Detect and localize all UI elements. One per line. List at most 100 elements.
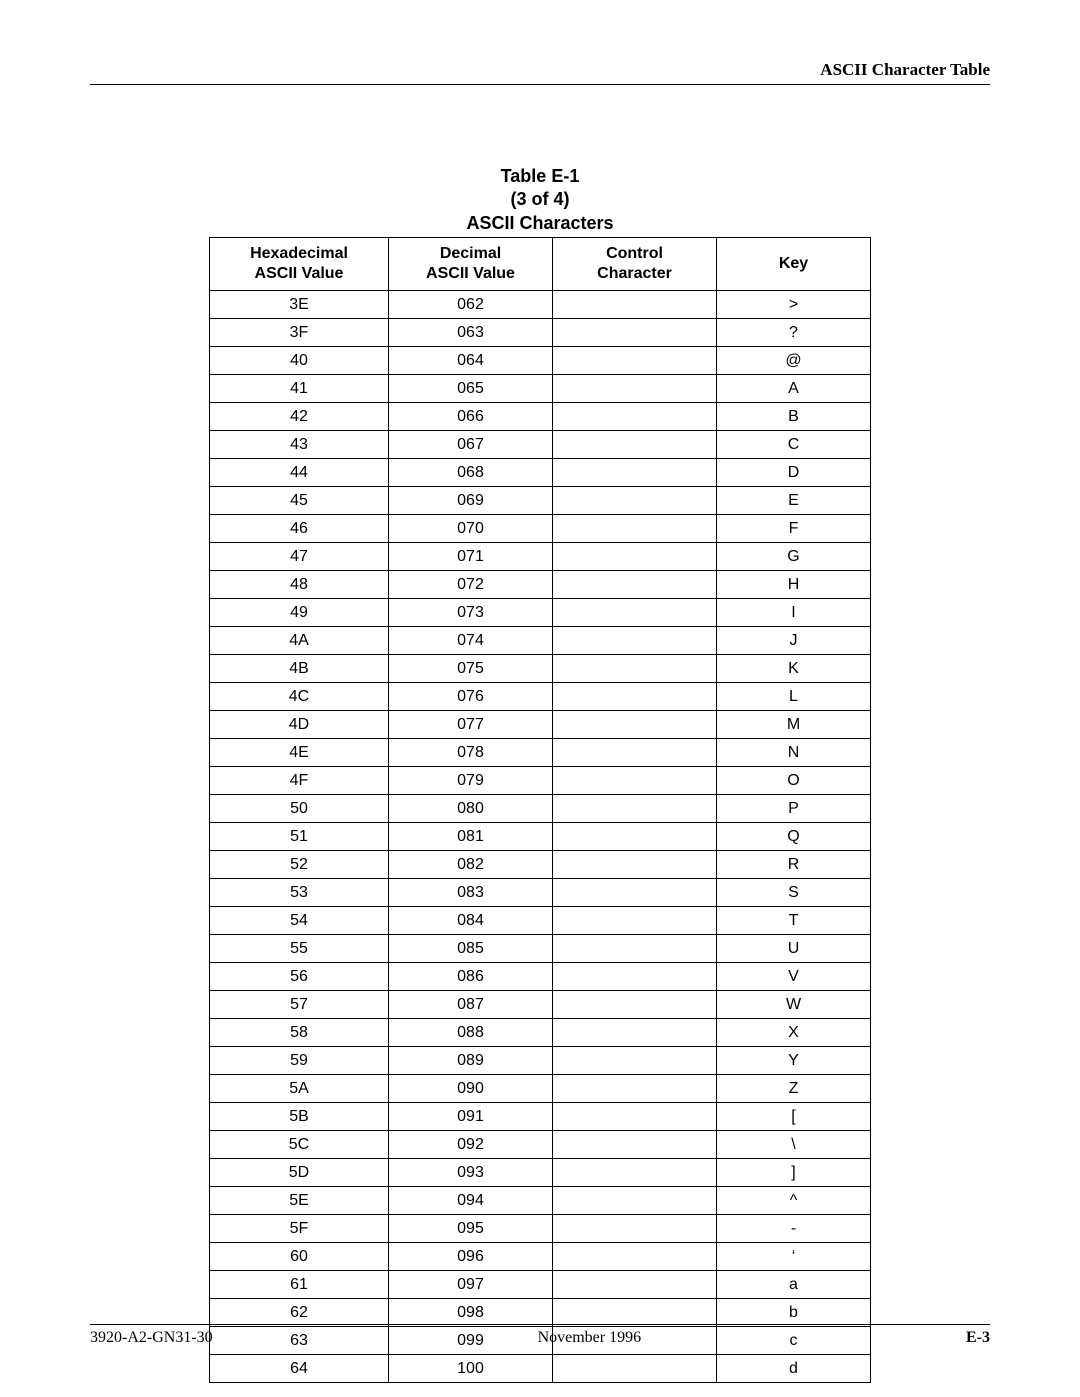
cell-dec: 071 [389, 543, 553, 571]
table-row: 40064@ [210, 347, 871, 375]
cell-dec: 065 [389, 375, 553, 403]
cell-hex: 46 [210, 515, 389, 543]
cell-dec: 073 [389, 599, 553, 627]
table-row: 4E078N [210, 739, 871, 767]
cell-key: b [717, 1299, 871, 1327]
cell-key: Y [717, 1047, 871, 1075]
table-row: 50080 P [210, 795, 871, 823]
cell-hex: 4F [210, 767, 389, 795]
cell-hex: 52 [210, 851, 389, 879]
table-row: 3F063? [210, 319, 871, 347]
cell-dec: 076 [389, 683, 553, 711]
table-row: 5D093] [210, 1159, 871, 1187]
table-row: 5F095- [210, 1215, 871, 1243]
cell-key: G [717, 543, 871, 571]
cell-ctrl [553, 851, 717, 879]
cell-hex: 44 [210, 459, 389, 487]
cell-dec: 079 [389, 767, 553, 795]
cell-key: V [717, 963, 871, 991]
table-row: 42066B [210, 403, 871, 431]
table-row: 5A090Z [210, 1075, 871, 1103]
table-row: 4C076 L [210, 683, 871, 711]
table-row: 4A074J [210, 627, 871, 655]
cell-key: F [717, 515, 871, 543]
table-row: 48072H [210, 571, 871, 599]
cell-ctrl [553, 347, 717, 375]
cell-key: d [717, 1355, 871, 1383]
table-row: 5E094^ [210, 1187, 871, 1215]
cell-key: > [717, 291, 871, 319]
table-row: 64100d [210, 1355, 871, 1383]
cell-dec: 072 [389, 571, 553, 599]
cell-hex: 5F [210, 1215, 389, 1243]
cell-dec: 087 [389, 991, 553, 1019]
cell-dec: 097 [389, 1271, 553, 1299]
cell-hex: 45 [210, 487, 389, 515]
cell-ctrl [553, 795, 717, 823]
cell-dec: 075 [389, 655, 553, 683]
cell-hex: 4E [210, 739, 389, 767]
cell-dec: 063 [389, 319, 553, 347]
cell-ctrl [553, 1131, 717, 1159]
table-row: 56086 V [210, 963, 871, 991]
cell-dec: 086 [389, 963, 553, 991]
cell-ctrl [553, 515, 717, 543]
cell-ctrl [553, 1271, 717, 1299]
cell-dec: 066 [389, 403, 553, 431]
cell-ctrl [553, 599, 717, 627]
cell-hex: 41 [210, 375, 389, 403]
cell-hex: 56 [210, 963, 389, 991]
cell-hex: 47 [210, 543, 389, 571]
cell-dec: 093 [389, 1159, 553, 1187]
cell-hex: 4C [210, 683, 389, 711]
table-row: 53083S [210, 879, 871, 907]
cell-key: a [717, 1271, 871, 1299]
cell-ctrl [553, 459, 717, 487]
cell-key: P [717, 795, 871, 823]
cell-hex: 64 [210, 1355, 389, 1383]
col-header-key: Key [717, 238, 871, 291]
cell-ctrl [553, 767, 717, 795]
cell-hex: 50 [210, 795, 389, 823]
cell-ctrl [553, 1103, 717, 1131]
cell-hex: 55 [210, 935, 389, 963]
table-row: 62098b [210, 1299, 871, 1327]
cell-ctrl [553, 907, 717, 935]
cell-dec: 084 [389, 907, 553, 935]
cell-ctrl [553, 627, 717, 655]
cell-hex: 60 [210, 1243, 389, 1271]
cell-ctrl [553, 655, 717, 683]
cell-key: T [717, 907, 871, 935]
table-part: (3 of 4) [90, 188, 990, 211]
cell-key: W [717, 991, 871, 1019]
cell-key: ] [717, 1159, 871, 1187]
table-row: 61097a [210, 1271, 871, 1299]
cell-key: M [717, 711, 871, 739]
ascii-table: HexadecimalASCII Value DecimalASCII Valu… [209, 237, 871, 1383]
cell-dec: 089 [389, 1047, 553, 1075]
table-row: 59089Y [210, 1047, 871, 1075]
cell-ctrl [553, 683, 717, 711]
table-label: Table E-1 [90, 165, 990, 188]
cell-hex: 53 [210, 879, 389, 907]
cell-hex: 4B [210, 655, 389, 683]
cell-ctrl [553, 319, 717, 347]
cell-ctrl [553, 291, 717, 319]
cell-hex: 5D [210, 1159, 389, 1187]
cell-ctrl [553, 823, 717, 851]
table-row: 57087W [210, 991, 871, 1019]
cell-dec: 080 [389, 795, 553, 823]
cell-key: L [717, 683, 871, 711]
cell-key: Z [717, 1075, 871, 1103]
cell-ctrl [553, 963, 717, 991]
cell-ctrl [553, 375, 717, 403]
cell-ctrl [553, 1243, 717, 1271]
cell-ctrl [553, 403, 717, 431]
cell-dec: 085 [389, 935, 553, 963]
cell-ctrl [553, 543, 717, 571]
cell-hex: 43 [210, 431, 389, 459]
table-row: 58088X [210, 1019, 871, 1047]
cell-ctrl [553, 739, 717, 767]
col-header-dec-line1: DecimalASCII Value [426, 245, 515, 282]
cell-hex: 54 [210, 907, 389, 935]
